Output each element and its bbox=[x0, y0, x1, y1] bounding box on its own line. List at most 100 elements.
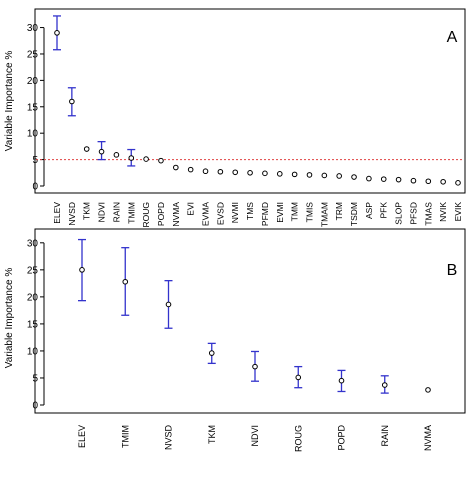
data-point-nvma bbox=[425, 387, 431, 393]
x-tick-label-nvik: NVIK bbox=[438, 202, 448, 222]
panel-b-y-tick-label: 20 bbox=[27, 292, 39, 303]
x-tick-label-trm: TRM bbox=[334, 202, 344, 220]
data-point-tmam bbox=[321, 172, 328, 179]
x-tick-label-popd: POPD bbox=[156, 202, 166, 226]
x-tick-label-tmam: TMAM bbox=[319, 202, 329, 227]
x-tick-label-tmas: TMAS bbox=[423, 202, 433, 226]
panel-a-y-tick-label: 25 bbox=[27, 49, 39, 60]
data-point-nvik bbox=[440, 178, 446, 185]
x-tick-label-evma: EVMA bbox=[201, 202, 211, 226]
data-point-tmm bbox=[291, 171, 298, 178]
panel-b-y-tick-label: 30 bbox=[27, 238, 39, 249]
data-point-pfmd bbox=[262, 170, 268, 177]
panel-b-y-tick-label: 0 bbox=[32, 401, 38, 412]
data-point-tmim bbox=[128, 155, 135, 161]
x-tick-label-pfmd: PFMD bbox=[260, 202, 270, 226]
x-tick-label-elev: ELEV bbox=[52, 202, 62, 224]
data-point-evik bbox=[455, 180, 461, 186]
data-point-elev bbox=[79, 267, 85, 273]
panel-a-label: A bbox=[447, 29, 458, 46]
x-tick-label-roug: ROUG bbox=[141, 202, 151, 228]
data-point-tms bbox=[247, 169, 253, 176]
x-tick-label-nvma: NVMA bbox=[171, 202, 181, 227]
panel-a-ylabel: Variable Importance % bbox=[4, 51, 15, 152]
data-point-evi bbox=[187, 166, 194, 173]
x-tick-label-evi: EVI bbox=[186, 202, 196, 216]
data-point-tkm bbox=[83, 146, 90, 152]
x-tick-label-evmi: EVMI bbox=[275, 202, 285, 223]
data-point-slop bbox=[395, 176, 402, 183]
x-tick-label-nvmi: NVMI bbox=[230, 202, 240, 223]
data-point-rain bbox=[113, 152, 120, 158]
panel-a-x-tick-labels: ELEV NVSD TKM NDVI RAIN TMIM ROUG POPD NVMA EVI EV… bbox=[52, 202, 463, 228]
x-tick-label-pfk: PFK bbox=[379, 202, 389, 219]
panel-b-marks bbox=[78, 238, 431, 394]
data-point-nvma bbox=[173, 164, 179, 171]
data-point-evma bbox=[202, 168, 209, 175]
panel-b-y-axis: 0 5 10 15 20 25 30 bbox=[27, 238, 45, 412]
x-tick-label-asp: ASP bbox=[364, 202, 374, 219]
x-tick-label-pfsd: PFSD bbox=[408, 202, 418, 225]
panel-b: B Variable Importance % 0 5 10 15 20 25 30 ELE… bbox=[4, 228, 466, 452]
data-point-ndvi bbox=[252, 363, 258, 370]
data-point-tmis bbox=[306, 172, 313, 178]
data-point-pfk bbox=[380, 176, 387, 182]
panel-b-y-tick-label: 5 bbox=[32, 373, 38, 384]
data-point-evmi bbox=[276, 171, 283, 177]
panel-a-frame bbox=[34, 8, 466, 194]
x-tick-label-ndvi: NDVI bbox=[250, 425, 260, 447]
data-point-tsdm bbox=[351, 174, 357, 180]
data-point-nvmi bbox=[232, 169, 239, 176]
panel-b-label: B bbox=[447, 262, 458, 279]
x-tick-label-rain: RAIN bbox=[111, 202, 121, 222]
x-tick-label-elev: ELEV bbox=[77, 425, 87, 448]
data-point-nvsd bbox=[69, 98, 75, 105]
x-tick-label-tkm: TKM bbox=[82, 202, 92, 220]
data-point-tkm bbox=[208, 350, 215, 356]
x-tick-label-nvma: NVMA bbox=[423, 425, 433, 451]
x-tick-label-nvsd: NVSD bbox=[164, 425, 174, 451]
data-point-trm bbox=[336, 173, 342, 179]
panel-a-y-tick-label: 10 bbox=[27, 129, 39, 140]
data-point-pfsd bbox=[410, 177, 417, 184]
x-tick-label-tkm: TKM bbox=[207, 425, 217, 444]
data-point-roug bbox=[143, 156, 149, 162]
panel-b-y-tick-label: 25 bbox=[27, 265, 39, 276]
x-tick-label-tmim: TMIM bbox=[120, 425, 130, 448]
x-tick-label-popd: POPD bbox=[337, 425, 347, 451]
panel-b-y-tick-label: 15 bbox=[27, 319, 39, 330]
panel-a-y-tick-label: 30 bbox=[27, 23, 39, 34]
data-point-popd bbox=[158, 157, 164, 164]
data-point-elev bbox=[54, 30, 60, 36]
x-tick-label-evsd: EVSD bbox=[215, 202, 225, 225]
data-point-popd bbox=[338, 377, 345, 384]
panel-a-marks bbox=[53, 15, 461, 186]
panel-a-y-tick-label: 0 bbox=[32, 182, 38, 193]
panel-a: A Variable Importance % 0 5 10 15 20 25 30 ELE… bbox=[4, 8, 466, 228]
data-point-evsd bbox=[217, 168, 224, 175]
x-tick-label-tmim: TMIM bbox=[126, 202, 136, 224]
panel-b-ylabel: Variable Importance % bbox=[4, 268, 15, 369]
x-tick-label-ndvi: NDVI bbox=[97, 202, 107, 222]
data-point-asp bbox=[366, 175, 372, 182]
panel-b-x-tick-labels: ELEV TMIM NVSD TKM NDVI ROUG POPD RAIN NVMA bbox=[77, 425, 433, 452]
x-tick-label-rain: RAIN bbox=[380, 425, 390, 447]
panel-a-y-tick-label: 15 bbox=[27, 102, 39, 113]
x-tick-label-evik: EVIK bbox=[453, 202, 463, 222]
panel-a-y-tick-label: 5 bbox=[32, 155, 38, 166]
x-tick-label-slop: SLOP bbox=[394, 202, 404, 225]
data-point-ndvi bbox=[98, 148, 105, 155]
panel-b-y-tick-label: 10 bbox=[27, 346, 39, 357]
data-point-tmas bbox=[425, 178, 432, 185]
x-tick-label-nvsd: NVSD bbox=[67, 202, 77, 226]
data-point-roug bbox=[295, 374, 302, 381]
panel-b-frame bbox=[34, 228, 466, 414]
x-tick-label-roug: ROUG bbox=[293, 425, 303, 452]
data-point-tmim bbox=[122, 278, 129, 285]
x-tick-label-tms: TMS bbox=[245, 202, 255, 220]
x-tick-label-tsdm: TSDM bbox=[349, 202, 359, 226]
data-point-rain bbox=[381, 382, 388, 388]
x-tick-label-tmm: TMM bbox=[290, 202, 300, 221]
x-tick-label-tmis: TMIS bbox=[304, 202, 314, 223]
